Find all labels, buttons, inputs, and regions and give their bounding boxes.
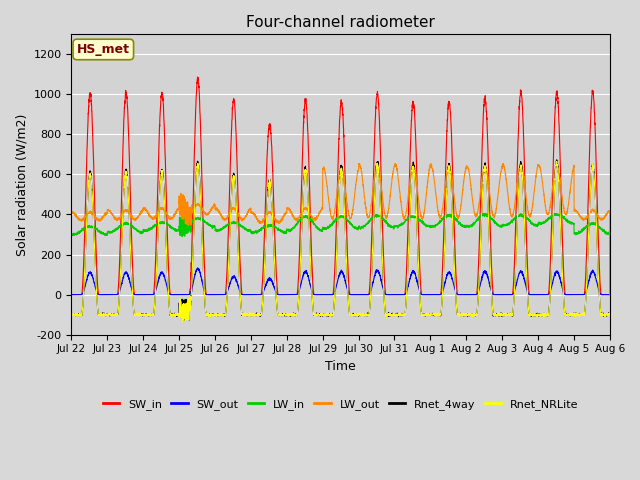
Rnet_4way	[553, 157, 561, 163]
Rnet_4way	[461, 311, 469, 316]
LW_in	[606, 292, 614, 298]
Y-axis label: Solar radiation (W/m2): Solar radiation (W/m2)	[15, 113, 28, 255]
SW_out	[606, 292, 614, 298]
Rnet_NRLite	[179, 319, 186, 324]
LW_in	[605, 230, 613, 236]
Rnet_NRLite	[68, 312, 76, 318]
SW_out	[321, 292, 328, 298]
Line: LW_in: LW_in	[72, 214, 610, 295]
Line: LW_out: LW_out	[72, 164, 610, 295]
LW_in	[164, 221, 172, 227]
Rnet_4way	[321, 312, 328, 317]
LW_in	[431, 224, 439, 229]
SW_out	[605, 292, 613, 298]
SW_in	[605, 292, 613, 298]
SW_out	[492, 292, 500, 298]
LW_in	[551, 211, 559, 216]
Rnet_NRLite	[431, 312, 439, 318]
Legend: SW_in, SW_out, LW_in, LW_out, Rnet_4way, Rnet_NRLite: SW_in, SW_out, LW_in, LW_out, Rnet_4way,…	[98, 395, 583, 414]
Rnet_4way	[492, 311, 500, 316]
Line: Rnet_NRLite: Rnet_NRLite	[72, 161, 610, 322]
Rnet_4way	[431, 312, 439, 318]
Rnet_NRLite	[461, 311, 469, 316]
Line: SW_out: SW_out	[72, 268, 610, 295]
Rnet_NRLite	[553, 158, 561, 164]
SW_out	[68, 292, 76, 298]
LW_out	[355, 161, 363, 167]
Line: Rnet_4way: Rnet_4way	[72, 160, 610, 321]
LW_out	[492, 210, 500, 216]
LW_out	[605, 208, 613, 214]
LW_in	[492, 220, 499, 226]
LW_out	[431, 187, 439, 192]
Rnet_NRLite	[606, 312, 614, 318]
SW_out	[194, 265, 202, 271]
Rnet_4way	[164, 286, 172, 291]
X-axis label: Time: Time	[325, 360, 356, 373]
SW_in	[194, 74, 202, 80]
SW_out	[164, 288, 172, 293]
SW_in	[492, 292, 500, 298]
Title: Four-channel radiometer: Four-channel radiometer	[246, 15, 435, 30]
Line: SW_in: SW_in	[72, 77, 610, 295]
SW_out	[461, 292, 469, 298]
Rnet_NRLite	[492, 312, 500, 317]
Rnet_4way	[606, 312, 614, 318]
Rnet_NRLite	[605, 311, 613, 316]
LW_in	[68, 230, 76, 236]
Rnet_NRLite	[321, 312, 328, 318]
Rnet_4way	[605, 312, 613, 317]
SW_in	[606, 292, 614, 298]
LW_in	[321, 226, 328, 232]
SW_in	[164, 255, 172, 261]
SW_in	[68, 292, 76, 298]
LW_out	[68, 210, 76, 216]
SW_in	[321, 292, 328, 298]
LW_out	[461, 168, 469, 174]
Rnet_NRLite	[164, 287, 172, 292]
Text: HS_met: HS_met	[77, 43, 130, 56]
Rnet_4way	[182, 318, 189, 324]
LW_out	[606, 292, 614, 298]
Rnet_4way	[68, 312, 76, 318]
SW_out	[431, 292, 439, 298]
LW_out	[164, 213, 172, 219]
SW_in	[431, 292, 439, 298]
LW_in	[461, 223, 469, 228]
SW_in	[461, 292, 469, 298]
LW_out	[321, 166, 328, 172]
